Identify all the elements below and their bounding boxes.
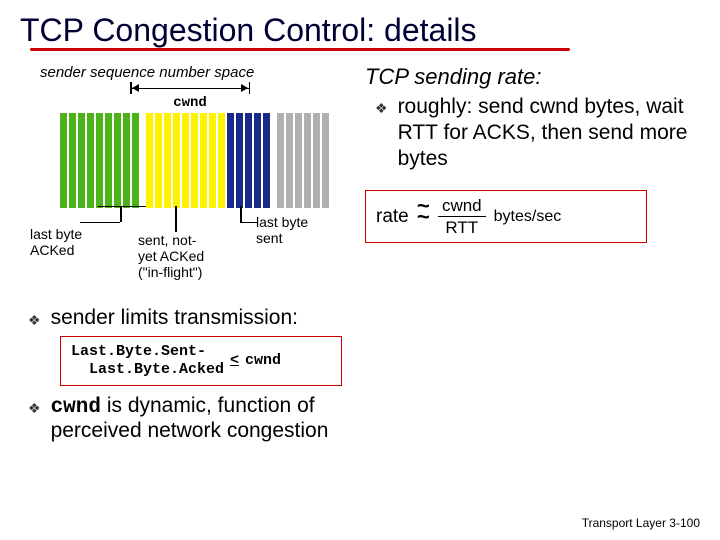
sequence-bar (277, 113, 284, 208)
label-acked: last byteACKed (30, 226, 82, 258)
sequence-bar (313, 113, 320, 208)
sequence-bar (123, 113, 130, 208)
bullet-cwnd-dynamic: ❖ cwnd is dynamic, function of perceived… (20, 394, 355, 443)
cwnd-label-block: cwnd (90, 83, 290, 111)
cwnd-text: cwnd (173, 95, 207, 111)
rate-num: cwnd (438, 197, 486, 217)
sequence-bar (263, 113, 270, 208)
sequence-bar (218, 113, 225, 208)
sequence-bar (105, 113, 112, 208)
sequence-bar (96, 113, 103, 208)
sequence-bar (60, 113, 67, 208)
left-column: sender sequence number space cwnd last b… (20, 64, 355, 443)
formula-line1: Last.Byte.Sent- (71, 343, 224, 361)
title-underline (20, 51, 700, 54)
formula-rhs: cwnd (245, 352, 281, 370)
label-sent: last bytesent (256, 214, 308, 246)
sequence-bar (286, 113, 293, 208)
rate-formula-box: rate ~~ cwnd RTT bytes/sec (365, 190, 647, 243)
sequence-bar (132, 113, 139, 208)
sequence-bar (227, 113, 234, 208)
sequence-bar (69, 113, 76, 208)
footer-label: Transport Layer (582, 516, 666, 530)
bullet-text-1: sender limits transmission: (51, 306, 298, 330)
rate-unit: bytes/sec (494, 208, 562, 226)
cwnd-extent-arrows (130, 83, 250, 95)
sequence-bar (114, 113, 121, 208)
footer: Transport Layer 3-100 (582, 516, 700, 530)
sequence-bar (182, 113, 189, 208)
formula-line2: Last.Byte.Acked (71, 361, 224, 379)
sequence-bar (295, 113, 302, 208)
diamond-bullet-icon: ❖ (28, 394, 51, 417)
rate-lhs: rate (376, 206, 409, 228)
formula-box: Last.Byte.Sent- Last.Byte.Acked < cwnd (60, 336, 342, 386)
right-bullet-text: roughly: send cwnd bytes, wait RTT for A… (398, 94, 700, 173)
sequence-bar (236, 113, 243, 208)
sequence-bar (164, 113, 171, 208)
sequence-bar (209, 113, 216, 208)
sequence-bar (141, 113, 144, 208)
approx-sign: ~~ (417, 202, 430, 231)
sequence-bar (78, 113, 85, 208)
right-heading: TCP sending rate: (365, 64, 700, 90)
sequence-bars (20, 111, 355, 208)
right-column: TCP sending rate: ❖ roughly: send cwnd b… (355, 64, 700, 443)
sequence-bar (155, 113, 162, 208)
formula-op: < (230, 352, 239, 370)
sequence-bar (254, 113, 261, 208)
bullet-sender-limits: ❖ sender limits transmission: (20, 306, 355, 330)
sequence-bar (173, 113, 180, 208)
sequence-bar (87, 113, 94, 208)
diagram-labels: last byteACKed sent, not-yet ACKed("in-f… (20, 208, 355, 298)
sequence-bar (272, 113, 275, 208)
diamond-bullet-icon: ❖ (28, 306, 51, 329)
sequence-bar (200, 113, 207, 208)
content-area: sender sequence number space cwnd last b… (0, 54, 720, 443)
sequence-bar (191, 113, 198, 208)
footer-page: 3-100 (669, 516, 700, 530)
rate-den: RTT (445, 217, 478, 236)
diamond-bullet-icon: ❖ (375, 94, 398, 118)
sequence-bar (322, 113, 329, 208)
sequence-bar (146, 113, 153, 208)
page-title: TCP Congestion Control: details (0, 0, 720, 51)
sequence-bar (304, 113, 311, 208)
rate-fraction: cwnd RTT (438, 197, 486, 236)
bullet-text-2: cwnd is dynamic, function of perceived n… (51, 394, 355, 443)
right-bullet: ❖ roughly: send cwnd bytes, wait RTT for… (365, 94, 700, 173)
label-inflight: sent, not-yet ACKed("in-flight") (138, 232, 204, 280)
diagram-caption: sender sequence number space (20, 64, 355, 81)
sequence-bar (245, 113, 252, 208)
